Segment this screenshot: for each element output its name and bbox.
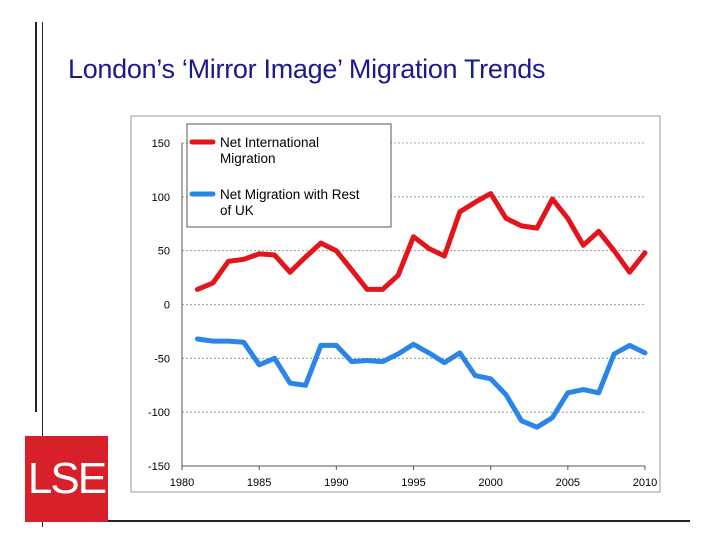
legend-label: Net Migration with Rest xyxy=(220,187,360,202)
left-rule-thin xyxy=(42,22,43,527)
x-tick-label: 2010 xyxy=(633,477,657,489)
legend-label: Migration xyxy=(220,151,276,166)
x-tick-label: 2005 xyxy=(556,477,580,489)
series-line-rest-of-uk xyxy=(194,336,648,430)
x-tick-label: 1980 xyxy=(170,477,194,489)
y-tick-labels: 150 100 50 0 -50 -100 -150 xyxy=(148,138,170,473)
y-tick-label: -100 xyxy=(148,407,170,419)
y-tick-label: 150 xyxy=(152,138,170,150)
x-tick-label: 1985 xyxy=(247,477,271,489)
left-rule xyxy=(35,22,37,412)
legend-label: of UK xyxy=(220,203,254,218)
lse-logo: LSE xyxy=(25,436,108,522)
slide-title: London’s ‘Mirror Image’ Migration Trends xyxy=(68,54,546,84)
y-tick-label: 100 xyxy=(152,192,170,204)
logo-text: LSE xyxy=(27,454,107,503)
legend-box xyxy=(186,123,392,228)
x-tick-label: 2000 xyxy=(478,477,502,489)
x-tick-label: 1990 xyxy=(324,477,348,489)
series-lines xyxy=(194,191,648,430)
y-tick-label: -150 xyxy=(148,461,170,473)
legend-label: Net International xyxy=(220,135,319,150)
bottom-rule xyxy=(108,520,690,522)
series-line-international xyxy=(194,191,648,292)
x-tick-label: 1995 xyxy=(401,477,425,489)
y-tick-label: 50 xyxy=(158,246,170,258)
y-tick-label: 0 xyxy=(164,300,170,312)
x-tick-labels: 1980 1985 1990 1995 2000 2005 2010 xyxy=(170,477,657,489)
axes xyxy=(181,143,646,470)
y-tick-label: -50 xyxy=(154,353,170,365)
